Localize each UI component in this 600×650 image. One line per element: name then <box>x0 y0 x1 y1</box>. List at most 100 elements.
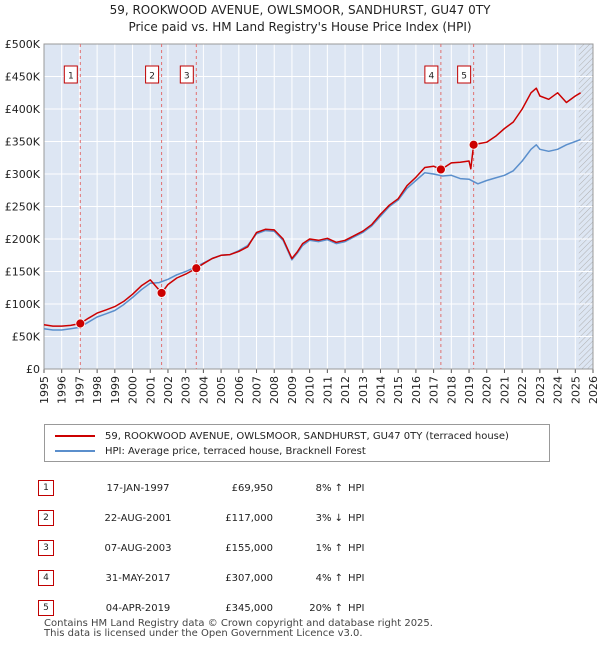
x-tick-label: 2011 <box>321 376 334 404</box>
footer-licence: This data is licensed under the Open Gov… <box>44 628 363 639</box>
x-tick-label: 2016 <box>410 376 423 404</box>
sale-hpi-label: HPI <box>348 602 365 614</box>
y-tick-label: £200K <box>5 233 41 246</box>
sale-hpi-label: HPI <box>348 482 365 494</box>
x-tick-label: 1995 <box>38 376 51 404</box>
sale-point <box>191 263 202 274</box>
x-tick-label: 2018 <box>445 376 458 404</box>
sales-row: 1 17-JAN-1997 £69,950 8% ↑ HPI <box>38 473 378 503</box>
sale-point <box>156 288 167 298</box>
sale-marker-label: 5 <box>461 72 467 82</box>
x-tick-label: 2019 <box>463 376 476 404</box>
sale-point <box>435 164 446 175</box>
y-tick-label: £0 <box>26 363 40 376</box>
x-tick-label: 2013 <box>357 376 370 404</box>
sales-row: 3 07-AUG-2003 £155,000 1% ↑ HPI <box>38 533 378 563</box>
sale-date: 22-AUG-2001 <box>104 512 172 524</box>
x-tick-label: 2021 <box>498 376 511 404</box>
sale-number-badge: 3 <box>38 540 54 556</box>
x-tick-label: 2003 <box>180 376 193 404</box>
sales-row: 2 22-AUG-2001 £117,000 3% ↓ HPI <box>38 503 378 533</box>
x-tick-label: 2001 <box>144 376 157 404</box>
x-tick-label: 2026 <box>587 376 600 404</box>
sales-row: 4 31-MAY-2017 £307,000 4% ↑ HPI <box>38 563 378 593</box>
x-tick-label: 2002 <box>162 376 175 404</box>
footer: Contains HM Land Registry data © Crown c… <box>44 619 433 639</box>
x-tick-label: 2004 <box>197 376 210 404</box>
sale-hpi-label: HPI <box>348 512 365 524</box>
sale-marker-box <box>63 65 78 84</box>
y-tick-label: £100K <box>5 298 41 311</box>
footer-copyright: Contains HM Land Registry data © Crown c… <box>44 618 433 629</box>
sale-number-badge: 2 <box>38 510 54 526</box>
x-tick-label: 1996 <box>56 376 69 404</box>
x-tick-label: 2008 <box>268 376 281 404</box>
plot-border <box>43 43 594 370</box>
sale-marker-box <box>179 65 194 84</box>
sale-marker-box <box>145 65 160 84</box>
y-tick-label: £300K <box>5 168 41 181</box>
sale-number-badge: 5 <box>38 600 54 616</box>
sale-point <box>468 139 479 150</box>
y-tick-label: £450K <box>5 71 41 84</box>
x-tick-label: 2020 <box>481 376 494 404</box>
x-tick-label: 2009 <box>286 376 299 404</box>
chart-legend: 59, ROOKWOOD AVENUE, OWLSMOOR, SANDHURST… <box>44 424 550 462</box>
sale-price: £117,000 <box>225 512 273 524</box>
chart-subtitle: Price paid vs. HM Land Registry's House … <box>128 20 472 34</box>
sale-hpi-label: HPI <box>348 572 365 584</box>
x-tick-label: 2023 <box>534 376 547 404</box>
legend-item-property: 59, ROOKWOOD AVENUE, OWLSMOOR, SANDHURST… <box>55 429 509 443</box>
x-tick-label: 2022 <box>516 376 529 404</box>
y-tick-label: £250K <box>5 201 41 214</box>
x-tick-label: 1997 <box>73 376 86 404</box>
x-tick-label: 2010 <box>304 376 317 404</box>
y-tick-label: £50K <box>12 331 41 344</box>
legend-label-property: 59, ROOKWOOD AVENUE, OWLSMOOR, SANDHURST… <box>105 430 509 442</box>
sale-price: £307,000 <box>225 572 273 584</box>
sale-marker-label: 2 <box>149 72 155 82</box>
x-tick-label: 2014 <box>374 376 387 404</box>
property-series-line <box>43 87 581 327</box>
x-tick-label: 1999 <box>109 376 122 404</box>
sale-marker-label: 4 <box>429 72 435 82</box>
y-tick-label: £400K <box>5 103 41 116</box>
sale-marker-box <box>457 65 472 84</box>
legend-item-hpi: HPI: Average price, terraced house, Brac… <box>55 444 366 458</box>
sale-number-badge: 4 <box>38 570 54 586</box>
x-tick-label: 2025 <box>569 376 582 404</box>
x-tick-label: 2000 <box>127 376 140 404</box>
x-tick-label: 2005 <box>215 376 228 404</box>
sale-number-badge: 1 <box>38 480 54 496</box>
sale-hpi-diff: 4% ↑ <box>315 572 343 584</box>
sale-hpi-diff: 3% ↓ <box>315 512 343 524</box>
sales-table: 1 17-JAN-1997 £69,950 8% ↑ HPI 2 22-AUG-2001 £1… <box>38 473 378 623</box>
sale-price: £345,000 <box>225 602 273 614</box>
sale-hpi-diff: 20% ↑ <box>309 602 343 614</box>
sale-price: £69,950 <box>231 482 273 494</box>
x-tick-label: 2006 <box>233 376 246 404</box>
sale-marker-label: 3 <box>184 72 190 82</box>
sale-date: 04-APR-2019 <box>105 602 171 614</box>
sale-date: 31-MAY-2017 <box>105 572 171 584</box>
sales-row: 5 04-APR-2019 £345,000 20% ↑ HPI <box>38 593 378 623</box>
price-chart: £0 £50K £100K £150K £200K £250K £300K £350K £400… <box>5 38 600 404</box>
hpi-series-line <box>43 138 581 331</box>
sale-hpi-diff: 1% ↑ <box>315 542 343 554</box>
legend-label-hpi: HPI: Average price, terraced house, Brac… <box>105 445 366 457</box>
sale-date: 07-AUG-2003 <box>104 542 172 554</box>
sale-price: £155,000 <box>225 542 273 554</box>
sale-hpi-diff: 8% ↑ <box>315 482 343 494</box>
x-tick-label: 2024 <box>552 376 565 404</box>
sale-marker-box <box>424 65 439 84</box>
y-tick-label: £350K <box>5 136 41 149</box>
x-tick-label: 2015 <box>392 376 405 404</box>
sale-marker-label: 1 <box>68 72 74 82</box>
legend-swatch-property <box>55 435 95 437</box>
x-tick-label: 2007 <box>251 376 264 404</box>
sale-hpi-label: HPI <box>348 542 365 554</box>
legend-swatch-hpi <box>55 450 95 452</box>
x-tick-label: 1998 <box>91 376 104 404</box>
x-tick-label: 2017 <box>428 376 441 404</box>
y-tick-label: £500K <box>5 38 41 51</box>
